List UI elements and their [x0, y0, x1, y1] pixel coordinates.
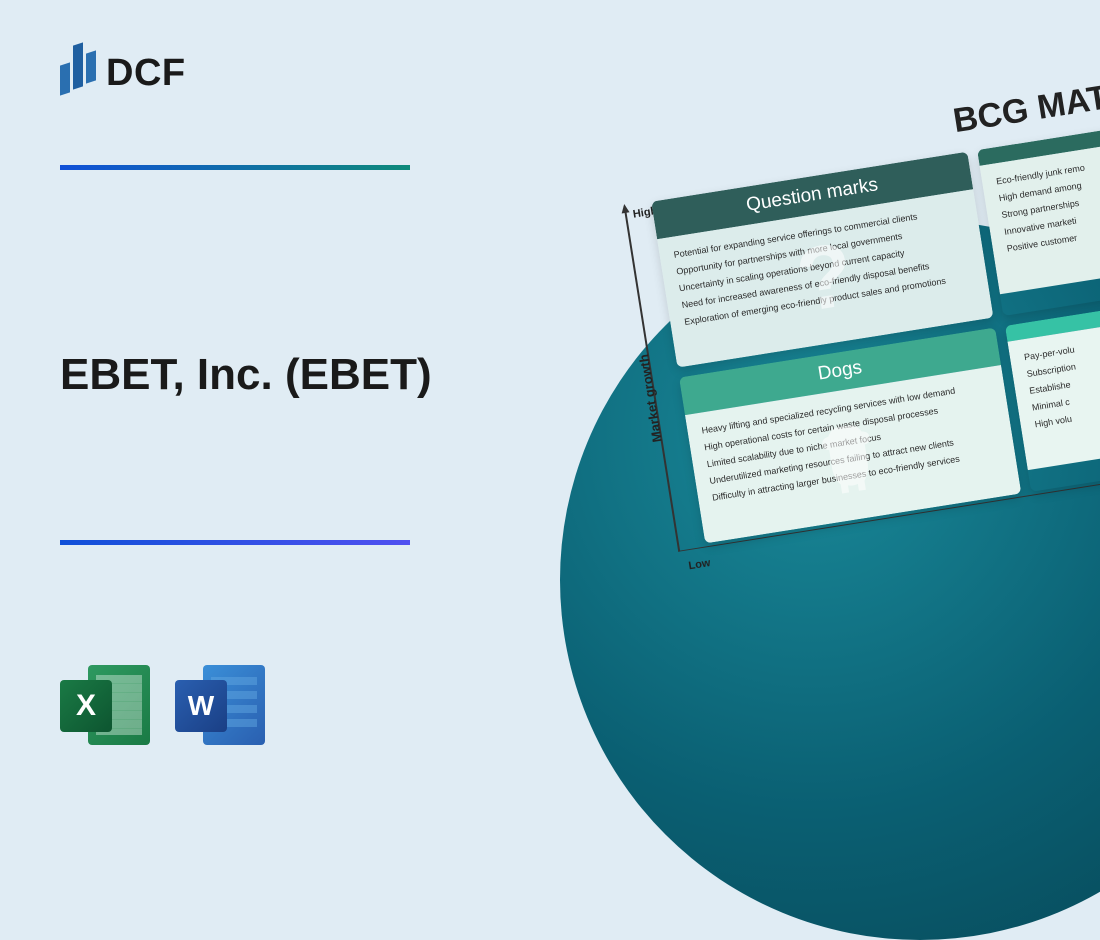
word-icon[interactable]: W [175, 660, 265, 750]
watermark-dog [813, 412, 895, 502]
bcg-matrix: BCG MATRIX Market growth Market share Hi… [588, 60, 1100, 594]
excel-icon[interactable]: X [60, 660, 150, 750]
tick-low: Low [688, 557, 712, 572]
y-axis-label: Market growth [636, 353, 665, 443]
logo-icon [60, 48, 96, 98]
divider-top [60, 165, 410, 170]
file-icons: X W [60, 660, 265, 750]
logo-text: DCF [106, 52, 186, 95]
logo: DCF [60, 48, 186, 98]
quadrant-dogs: Dogs Heavy lifting and specialized recyc… [679, 327, 1021, 543]
page-title: EBET, Inc. (EBET) [60, 350, 432, 400]
divider-bottom [60, 540, 410, 545]
